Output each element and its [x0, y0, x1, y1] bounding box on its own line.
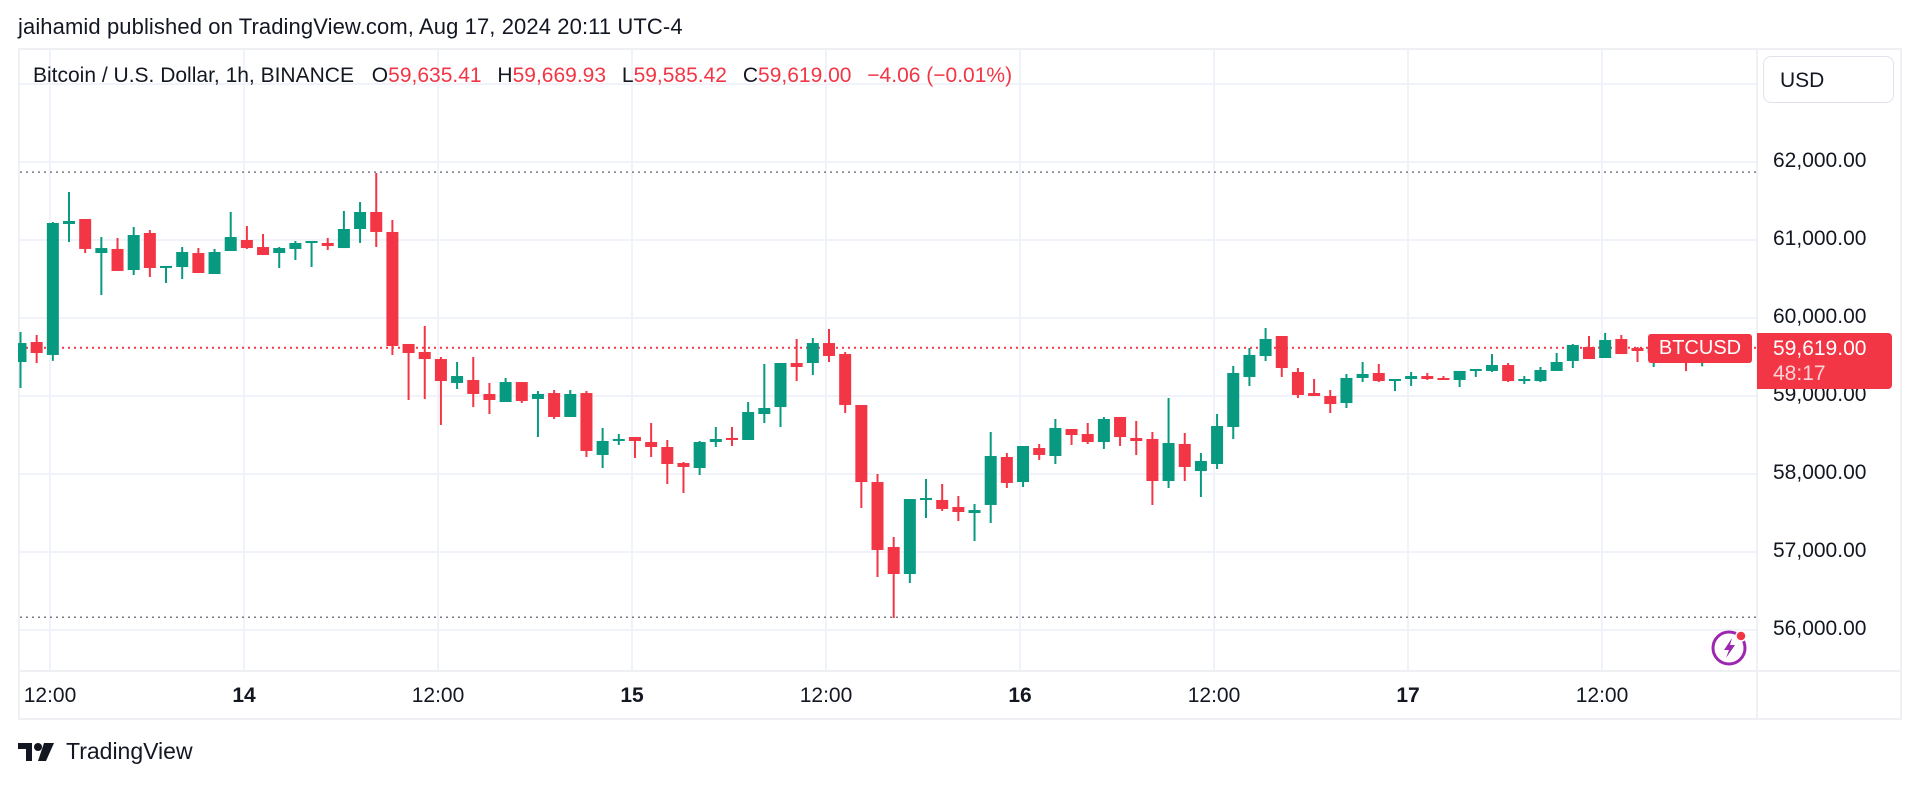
high-key: H	[497, 64, 513, 87]
price-tick: 57,000.00	[1773, 539, 1867, 562]
tradingview-brand[interactable]: TradingView	[18, 738, 193, 765]
low-value: 59,585.42	[633, 64, 727, 87]
close-value: 59,619.00	[758, 64, 852, 87]
candles	[18, 172, 1725, 618]
low-key: L	[621, 64, 634, 87]
open-value: 59,635.41	[388, 64, 482, 87]
last-price-value: 59,619.00	[1773, 337, 1867, 360]
open-key: O	[371, 64, 389, 87]
time-tick: 12:00	[1187, 684, 1241, 707]
price-tick: 62,000.00	[1773, 149, 1867, 172]
publisher-caption: jaihamid published on TradingView.com, A…	[18, 14, 683, 39]
brand-name: TradingView	[66, 738, 193, 764]
price-levels	[20, 171, 1756, 618]
time-tick: 12:00	[23, 684, 77, 707]
price-tick: 61,000.00	[1773, 227, 1867, 250]
last-price-symbol-label: BTCUSD	[1648, 334, 1752, 363]
tradingview-logo-icon	[18, 742, 54, 761]
symbol-title[interactable]: Bitcoin / U.S. Dollar, 1h, BINANCE	[33, 64, 354, 87]
last-price-label: 59,619.00 48:17	[1757, 333, 1892, 389]
currency-button[interactable]: USD	[1763, 56, 1894, 103]
time-tick: 14	[232, 684, 256, 707]
time-tick: 12:00	[799, 684, 853, 707]
price-tick: 58,000.00	[1773, 461, 1867, 484]
time-tick: 15	[620, 684, 644, 707]
time-tick: 12:00	[1575, 684, 1629, 707]
change-value: −4.06 (−0.01%)	[867, 64, 1013, 87]
chart-grid	[20, 50, 1756, 670]
time-tick: 16	[1008, 684, 1032, 707]
close-key: C	[742, 64, 759, 87]
price-tick: 60,000.00	[1773, 305, 1867, 328]
time-tick: 12:00	[411, 684, 465, 707]
lightning-bolt-icon[interactable]	[1710, 628, 1750, 668]
chart-frame	[18, 48, 1902, 720]
bar-countdown: 48:17	[1773, 362, 1826, 385]
price-tick: 56,000.00	[1773, 617, 1867, 640]
time-tick: 17	[1396, 684, 1420, 707]
high-value: 59,669.93	[512, 64, 607, 87]
symbol-legend: Bitcoin / U.S. Dollar, 1h, BINANCE O59,6…	[33, 64, 1012, 88]
